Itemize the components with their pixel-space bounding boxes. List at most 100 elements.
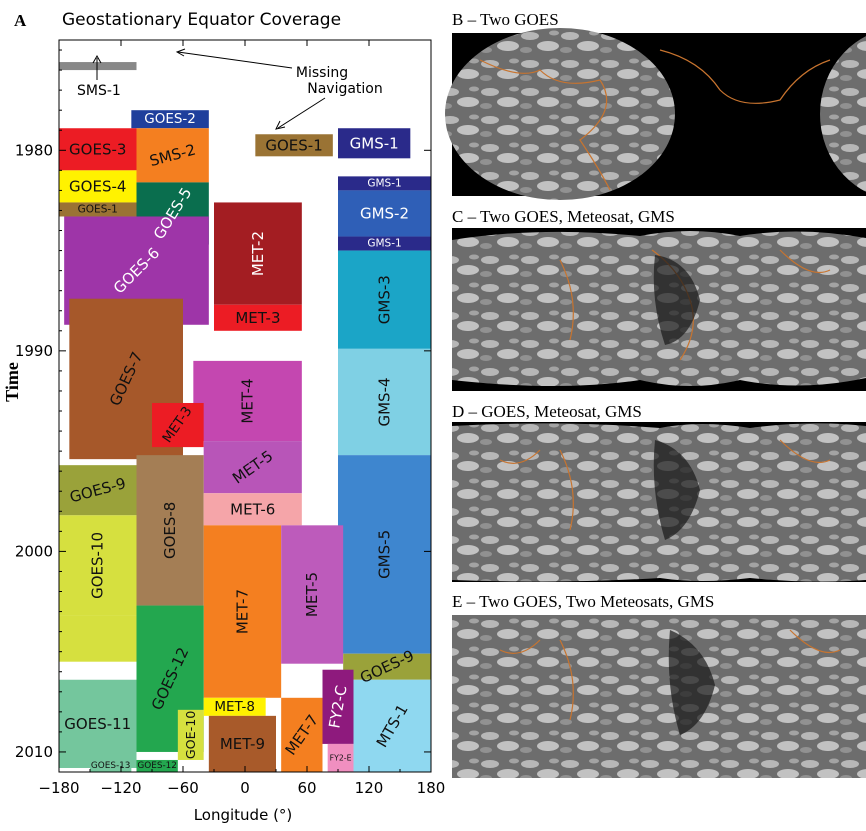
panel-e-composite bbox=[452, 615, 866, 778]
bar-label-gms-2-10: GMS-2 bbox=[360, 204, 409, 222]
sms1-arrowhead bbox=[92, 54, 102, 64]
missing-arrow-goes1 bbox=[277, 97, 326, 129]
bar-label-gms-3-14: GMS-3 bbox=[376, 275, 394, 324]
bar-met-6-24 bbox=[203, 493, 302, 526]
panel-a-letter: A bbox=[14, 11, 27, 30]
bar-label-goes-3-4: GOES-3 bbox=[69, 140, 126, 158]
y-tick-label-1990: 1990 bbox=[15, 342, 53, 360]
panel-b-map bbox=[445, 28, 866, 200]
bar-goes-12-39 bbox=[136, 759, 178, 772]
panel-e-africa bbox=[668, 630, 715, 735]
sms1-label: SMS-1 bbox=[77, 83, 121, 99]
bar-label-goes-12-39: GOES-12 bbox=[137, 761, 177, 771]
bar-gms-3-14 bbox=[338, 250, 431, 349]
bar-met-2-12 bbox=[214, 202, 302, 305]
panel-d-africa bbox=[653, 440, 700, 540]
bar-met-5-28 bbox=[281, 525, 344, 664]
bar-label-met-2-12: MET-2 bbox=[249, 231, 267, 276]
x-tick-label--120: −120 bbox=[100, 779, 141, 797]
panel-c-africa bbox=[653, 255, 700, 345]
bar-fy2-c-32 bbox=[322, 669, 354, 744]
bar-met-9-36 bbox=[208, 715, 276, 772]
panel-e-coastlines bbox=[499, 629, 841, 721]
bar-goes-4-6 bbox=[59, 170, 137, 203]
x-tick-label-60: 60 bbox=[297, 779, 316, 797]
panel-a: A Geostationary Equator Coverage Time Lo… bbox=[2, 10, 445, 824]
bar-gms-1-11 bbox=[338, 236, 431, 251]
x-tick-label--180: −180 bbox=[38, 779, 79, 797]
bar-label-gms-5-23: GMS-5 bbox=[376, 530, 394, 579]
goes-east-disk bbox=[445, 28, 675, 200]
panel-d-map bbox=[452, 422, 866, 582]
panel-c-map bbox=[452, 228, 866, 391]
bar-met-7-27 bbox=[203, 525, 282, 698]
bar-label-met-9-36: MET-9 bbox=[220, 735, 265, 753]
x-axis-label: Longitude (°) bbox=[194, 806, 293, 824]
bar-met-4-17 bbox=[193, 360, 302, 442]
bar-met-7-37 bbox=[281, 697, 323, 772]
bar-sms-1-missing-navigation-0 bbox=[59, 62, 137, 71]
x-tick-label-120: 120 bbox=[355, 779, 384, 797]
bar-label-met-5-28: MET-5 bbox=[303, 572, 321, 617]
panel-b-coastlines bbox=[479, 49, 831, 191]
bar-sms-2-5 bbox=[136, 128, 209, 183]
bar-label-met-4-17: MET-4 bbox=[239, 378, 257, 423]
bar-label-goes-4-6: GOES-4 bbox=[69, 177, 126, 195]
map-panels: B – Two GOES C – Two GOES, Meteosat, GMS… bbox=[445, 10, 866, 778]
bar-met-5-20 bbox=[203, 441, 302, 494]
bar-label-goes-1-7: GOES-1 bbox=[78, 203, 118, 215]
panel-e-map bbox=[452, 615, 866, 778]
bar-label-goes-13-38: GOES-13 bbox=[91, 761, 131, 771]
bar-gms-1-3 bbox=[338, 128, 411, 159]
bar-label-met-6-24: MET-6 bbox=[230, 500, 275, 518]
bar-met-3-18 bbox=[152, 402, 204, 448]
bar-goes-9-30 bbox=[343, 653, 431, 680]
bar-label-gms-1-9: GMS-1 bbox=[367, 177, 401, 189]
sms1-annotation: SMS-1 bbox=[77, 54, 121, 99]
navigation-label: Navigation bbox=[307, 81, 383, 97]
bar-goes-1-2 bbox=[255, 134, 333, 157]
bar-label-gms-1-11: GMS-1 bbox=[367, 238, 401, 250]
missing-label: Missing bbox=[296, 65, 348, 81]
bar-gms-1-9 bbox=[338, 176, 431, 191]
panel-d-coastlines bbox=[499, 439, 831, 531]
bar-label-gms-4-19: GMS-4 bbox=[376, 377, 394, 426]
bar-met-3-15 bbox=[214, 304, 302, 331]
bar-goes-11-31 bbox=[59, 679, 137, 768]
y-tick-label-2000: 2000 bbox=[15, 542, 53, 560]
bar-label-fy2-e-40: FY2-E bbox=[330, 753, 352, 762]
bar-goes-8-22 bbox=[136, 455, 204, 606]
bar-label-gms-1-3: GMS-1 bbox=[350, 134, 399, 152]
panel-c-title: C – Two GOES, Meteosat, GMS bbox=[452, 207, 675, 226]
x-tick-label-0: 0 bbox=[240, 779, 250, 797]
bar-label-met-7-27: MET-7 bbox=[233, 589, 251, 634]
bar-goes-10-ext-26 bbox=[59, 615, 137, 662]
x-tick-label--60: −60 bbox=[167, 779, 199, 797]
y-tick-label-2010: 2010 bbox=[15, 743, 53, 761]
bar-label-goes-11-31: GOES-11 bbox=[64, 715, 131, 733]
bar-goes-3-4 bbox=[59, 128, 137, 171]
bar-goe-10-35 bbox=[177, 709, 204, 760]
missing-arrowhead-sms bbox=[175, 48, 186, 57]
bar-goes-2-1 bbox=[131, 110, 209, 129]
bar-met-8-33 bbox=[203, 697, 266, 716]
panel-d-title: D – GOES, Meteosat, GMS bbox=[452, 402, 642, 421]
x-tick-label-180: 180 bbox=[417, 779, 446, 797]
missing-arrow-sms bbox=[177, 51, 293, 69]
bar-label-goes-1-2: GOES-1 bbox=[265, 136, 322, 154]
goes-west-disk bbox=[820, 36, 866, 192]
bar-gms-5-23 bbox=[338, 455, 431, 654]
bar-gms-2-10 bbox=[338, 190, 431, 237]
bar-mts-1-34 bbox=[353, 679, 431, 772]
axes: −180 −120 −60 0 60 120 180 1980 1990 2000 2010 bbox=[15, 39, 446, 797]
coverage-bars bbox=[59, 62, 431, 772]
bar-label-goes-2-1: GOES-2 bbox=[144, 111, 196, 127]
panel-e-title: E – Two GOES, Two Meteosats, GMS bbox=[452, 592, 714, 611]
bar-goes-1-7 bbox=[59, 202, 137, 217]
panel-b-title: B – Two GOES bbox=[452, 10, 559, 29]
bar-label-goes-10-25: GOES-10 bbox=[89, 532, 107, 599]
missing-arrowhead-goes1 bbox=[275, 120, 286, 130]
y-axis-label: Time bbox=[2, 362, 22, 402]
chart-title: Geostationary Equator Coverage bbox=[62, 10, 341, 30]
